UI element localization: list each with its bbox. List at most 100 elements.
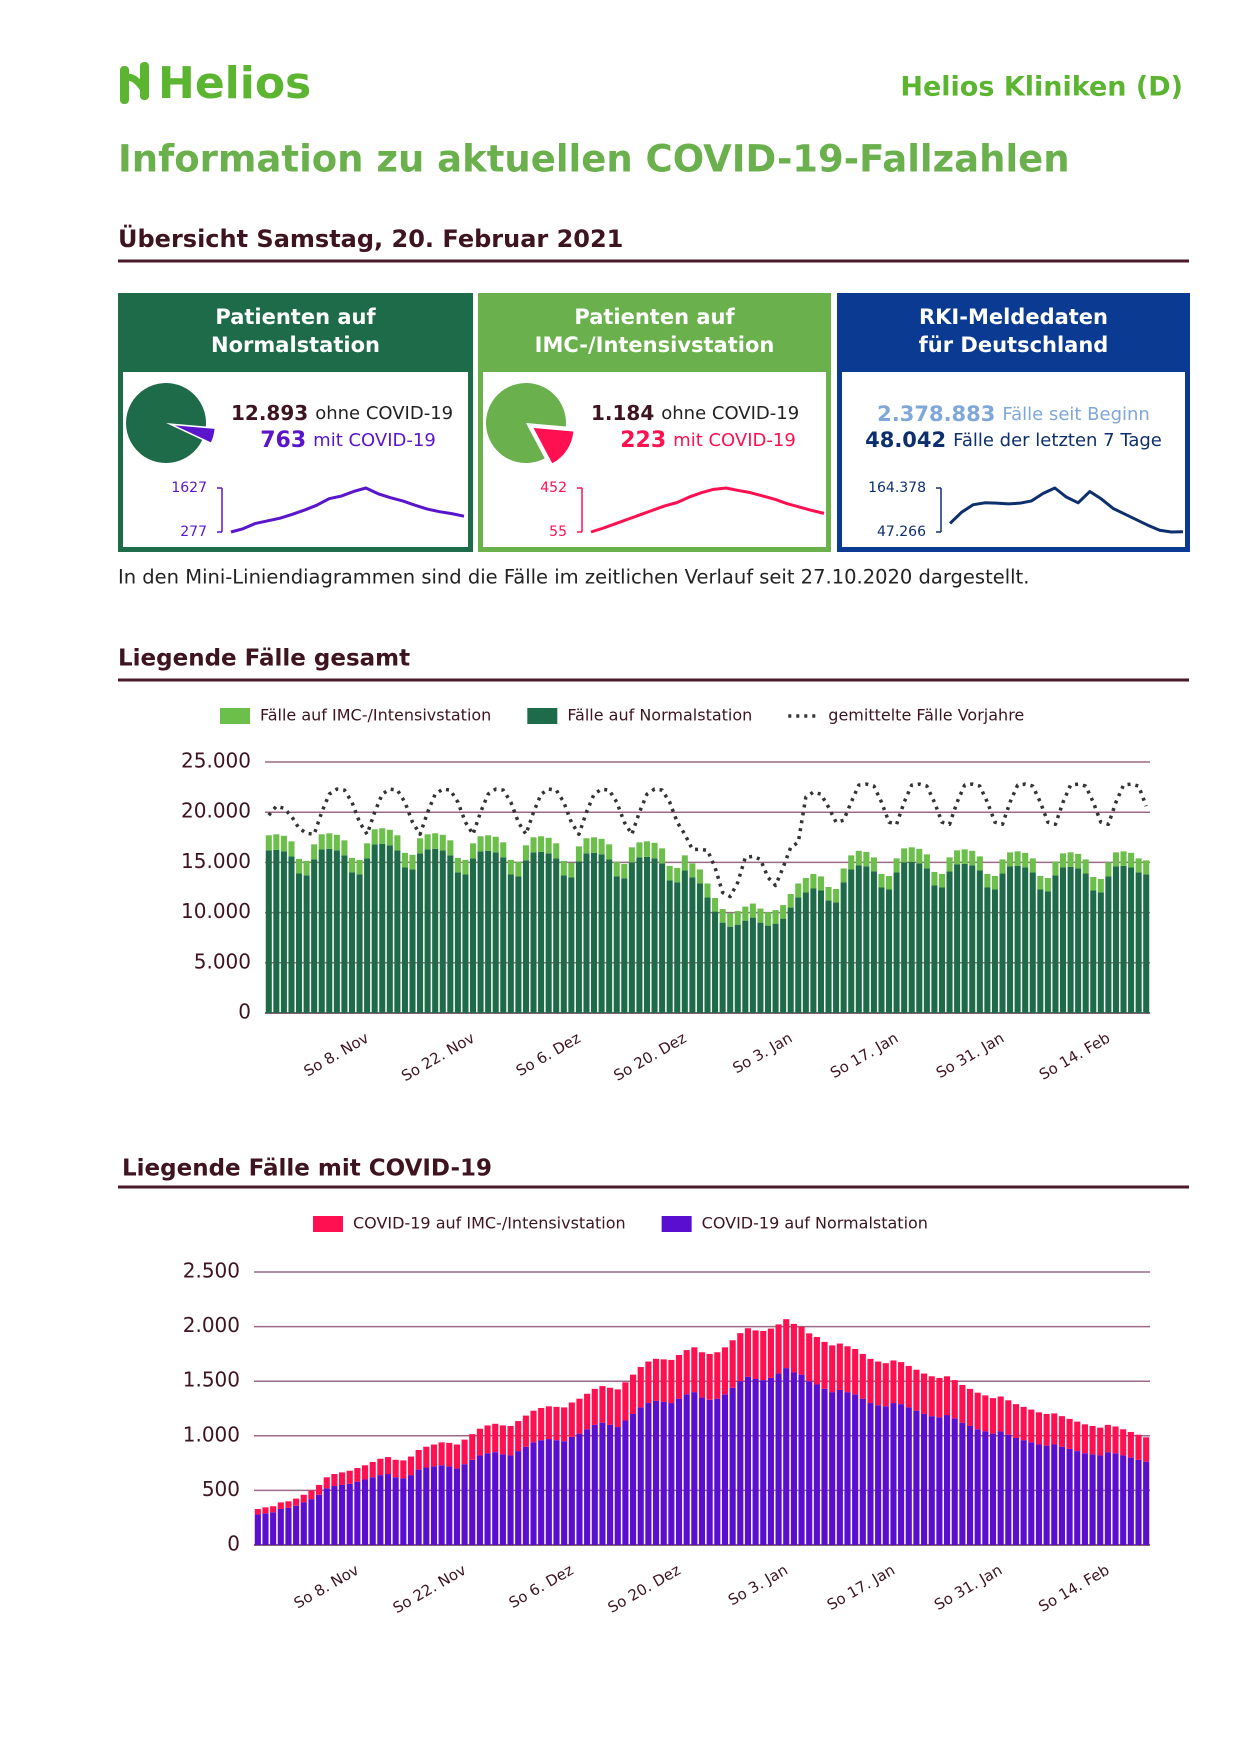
bar <box>522 860 529 1013</box>
bar <box>1074 1421 1081 1452</box>
bar <box>576 1398 583 1434</box>
bar <box>1104 1424 1111 1453</box>
bar <box>621 863 628 879</box>
bar <box>936 1417 943 1545</box>
bar <box>333 850 340 1013</box>
bar <box>1120 1429 1127 1456</box>
bar <box>923 868 930 1013</box>
bar <box>645 1403 652 1545</box>
bar <box>392 1459 399 1478</box>
bar <box>273 834 280 850</box>
bar <box>326 848 333 1013</box>
bar <box>783 1319 790 1369</box>
bar <box>575 861 582 1013</box>
bar <box>698 1397 706 1545</box>
bar <box>898 1404 905 1545</box>
bar <box>689 863 696 878</box>
bar <box>432 833 439 849</box>
bar <box>875 1361 882 1406</box>
y-tick-label: 1.500 <box>183 1368 240 1392</box>
bar <box>400 1460 407 1479</box>
bar <box>802 892 809 1013</box>
bar <box>515 1451 522 1545</box>
bar <box>836 1389 843 1545</box>
bar <box>681 870 688 1013</box>
legend-label: COVID-19 auf Normalstation <box>702 1214 928 1233</box>
bar <box>303 875 310 1013</box>
bar <box>737 1333 744 1382</box>
bar <box>721 1347 729 1395</box>
bar <box>969 850 976 866</box>
bar <box>628 862 635 1013</box>
bar <box>300 1502 307 1545</box>
bar <box>651 842 658 859</box>
bar <box>729 1387 736 1545</box>
bar <box>484 1425 491 1454</box>
bar <box>901 862 908 1013</box>
bar <box>813 1384 820 1545</box>
bar <box>522 845 529 861</box>
bar <box>1120 1455 1127 1545</box>
bar <box>821 1388 828 1545</box>
bar <box>936 1377 943 1418</box>
bar <box>361 1479 369 1545</box>
bar <box>984 873 991 888</box>
bar <box>303 860 310 876</box>
bar <box>591 1424 598 1545</box>
bar <box>1090 890 1097 1013</box>
bar <box>326 833 333 849</box>
y-tick-label: 55 <box>549 524 567 540</box>
bar <box>584 1393 591 1430</box>
bar <box>943 1376 951 1416</box>
bar <box>545 1439 552 1545</box>
bar <box>931 871 938 886</box>
bar <box>576 1433 583 1545</box>
card-title: Patienten auf <box>574 305 735 329</box>
bar <box>364 843 371 859</box>
bar <box>893 872 900 1013</box>
bar <box>568 877 575 1013</box>
bar <box>1097 892 1104 1013</box>
y-tick-label: 452 <box>540 480 567 496</box>
bar <box>454 872 461 1013</box>
value-label: 223 <box>620 428 666 453</box>
bar <box>636 857 643 1013</box>
bar <box>538 1440 545 1545</box>
bar <box>989 1433 997 1545</box>
bar <box>974 1429 981 1545</box>
bar <box>1074 1451 1081 1545</box>
bar <box>492 1423 499 1453</box>
bar <box>772 910 779 924</box>
bar <box>476 1455 483 1545</box>
bar <box>1066 1418 1073 1449</box>
bar <box>515 861 522 877</box>
bar <box>760 1330 767 1381</box>
bar <box>369 1462 376 1478</box>
legend-label: Fälle auf Normalstation <box>567 706 752 725</box>
bar <box>913 1369 920 1411</box>
bar <box>333 834 340 851</box>
bar <box>424 834 431 850</box>
bar <box>1028 1409 1035 1443</box>
bar <box>371 844 378 1013</box>
bar <box>974 1392 981 1430</box>
bar <box>829 1392 836 1545</box>
bar <box>859 1398 866 1545</box>
y-tick-label: 500 <box>202 1477 240 1501</box>
bar <box>878 887 885 1013</box>
bar <box>1089 1425 1096 1455</box>
bar <box>273 849 280 1013</box>
sparkline <box>590 486 825 534</box>
bar <box>668 1403 675 1545</box>
legend-swatch <box>527 708 558 724</box>
bar <box>905 1365 912 1408</box>
bar <box>530 1410 537 1443</box>
bar <box>492 836 499 853</box>
bar <box>689 877 696 1013</box>
logo-icon <box>120 62 149 104</box>
bar <box>430 1444 438 1467</box>
bar <box>377 1458 384 1476</box>
bar <box>938 887 946 1013</box>
bar <box>651 858 658 1013</box>
y-tick-label: 0 <box>227 1532 240 1556</box>
